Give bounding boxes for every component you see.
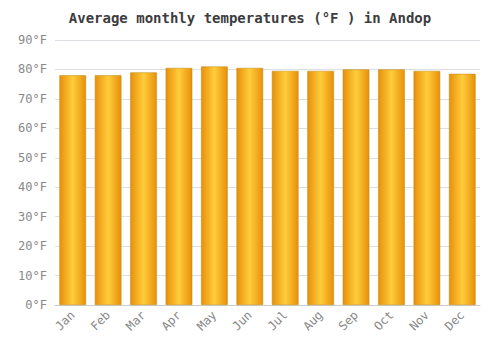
svg-text:Jun: Jun bbox=[230, 308, 255, 333]
svg-text:20°F: 20°F bbox=[18, 239, 47, 253]
svg-text:40°F: 40°F bbox=[18, 180, 47, 194]
svg-text:70°F: 70°F bbox=[18, 92, 47, 106]
svg-text:10°F: 10°F bbox=[18, 269, 47, 283]
svg-text:Average monthly temperatures (: Average monthly temperatures (°F ) in An… bbox=[69, 10, 431, 26]
svg-text:0°F: 0°F bbox=[25, 298, 47, 312]
svg-text:Dec: Dec bbox=[442, 308, 467, 333]
svg-text:Aug: Aug bbox=[300, 308, 325, 333]
svg-text:Oct: Oct bbox=[371, 308, 396, 333]
svg-text:30°F: 30°F bbox=[18, 210, 47, 224]
svg-text:Sep: Sep bbox=[336, 308, 361, 333]
svg-text:90°F: 90°F bbox=[18, 33, 47, 47]
svg-text:Apr: Apr bbox=[159, 308, 184, 333]
svg-text:Nov: Nov bbox=[407, 308, 432, 333]
svg-text:May: May bbox=[194, 308, 219, 333]
svg-text:80°F: 80°F bbox=[18, 62, 47, 76]
svg-text:Feb: Feb bbox=[88, 308, 113, 333]
svg-text:Jul: Jul bbox=[265, 308, 290, 333]
svg-text:60°F: 60°F bbox=[18, 121, 47, 135]
svg-text:50°F: 50°F bbox=[18, 151, 47, 165]
svg-text:Mar: Mar bbox=[123, 308, 148, 333]
svg-text:Jan: Jan bbox=[52, 308, 77, 333]
